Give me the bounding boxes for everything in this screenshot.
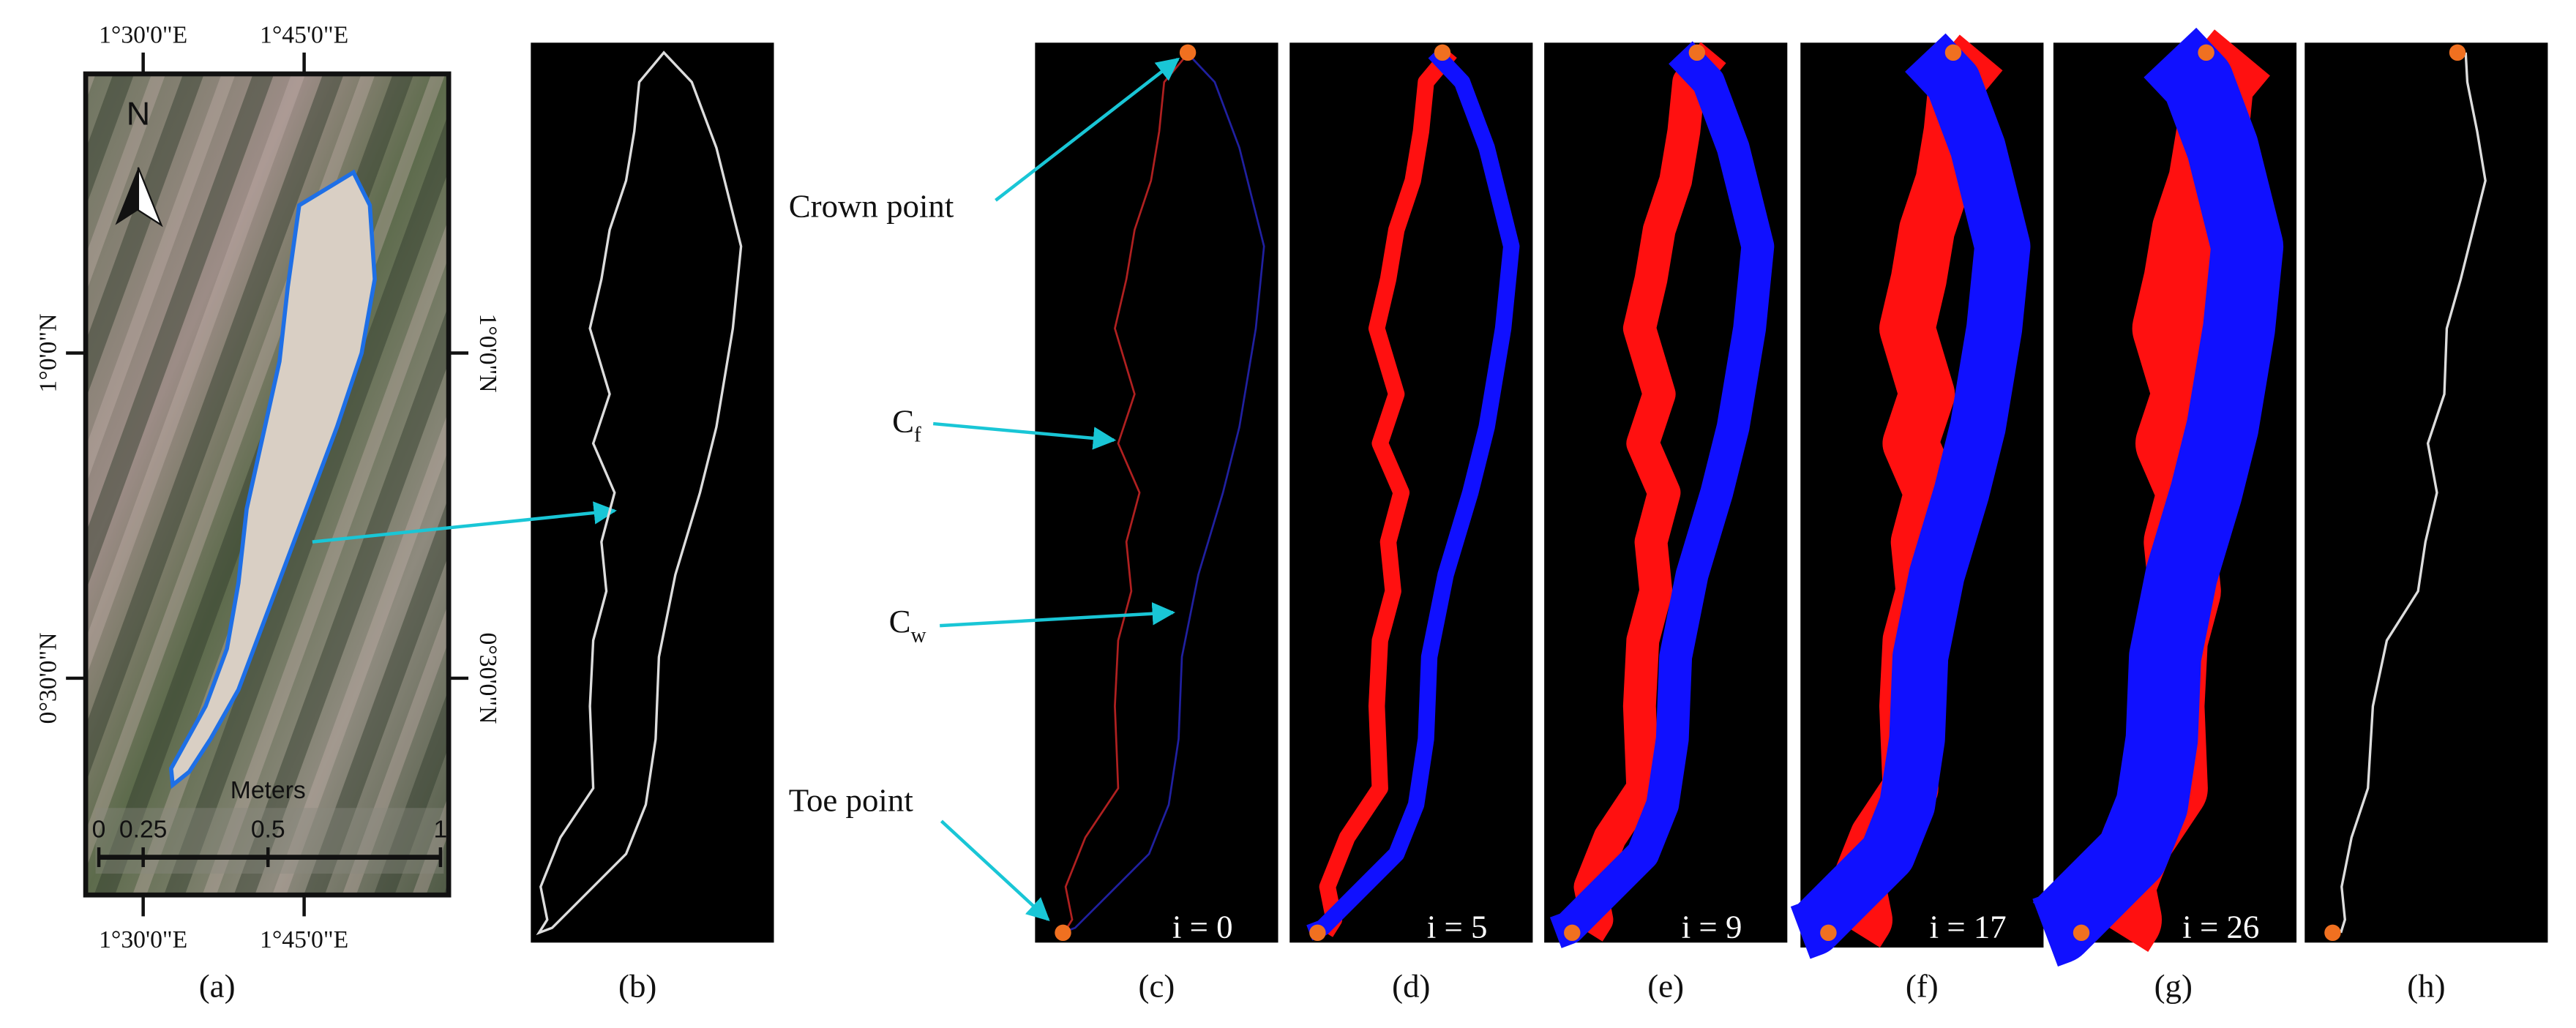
- cw-curve: [1549, 41, 1775, 948]
- cw-curve: [1306, 47, 1520, 941]
- top-tick: 1°45'0"E: [260, 21, 348, 48]
- arrow: [933, 421, 1117, 450]
- panel-label: (a): [199, 967, 236, 1004]
- panel-a: N Meters 0 0.25 0.5 1 1°30'0"E 1°45'0"E 1°30'…: [35, 21, 501, 953]
- cf-main: C: [892, 402, 914, 439]
- crown-point: [2198, 44, 2214, 61]
- landslide-contour: [536, 50, 743, 936]
- crown-point: [1944, 44, 1962, 61]
- crown-point: [1688, 44, 1706, 61]
- panel: [2304, 42, 2548, 943]
- cw-curve: [1786, 33, 2031, 959]
- cf-label: Cf: [892, 402, 921, 446]
- cf-sub: f: [914, 424, 921, 447]
- panel: [1035, 42, 1278, 943]
- toe-point: [1309, 924, 1326, 942]
- centerline: [2340, 52, 2487, 934]
- cw-curve: [2022, 27, 2284, 967]
- iteration-label: i = 26: [2182, 909, 2259, 945]
- arrow: [940, 602, 1176, 628]
- cf-curve: [1063, 51, 1190, 934]
- crown-label: Crown point: [789, 187, 954, 224]
- cw-curve: [1061, 51, 1265, 934]
- crown-point: [2449, 44, 2466, 61]
- crown-point: [1434, 44, 1451, 61]
- landslide-outline: [168, 169, 377, 789]
- arrow: [312, 501, 617, 544]
- panel-label: (b): [618, 967, 656, 1004]
- panel-label: (d): [1392, 967, 1430, 1004]
- cf-curve: [1319, 47, 1457, 937]
- arrow: [995, 57, 1180, 202]
- top-tick: 1°30'0"E: [99, 21, 187, 48]
- bottom-tick: 1°45'0"E: [260, 926, 348, 953]
- left-tick: 0°30'0"N: [35, 632, 62, 724]
- toe-label: Toe point: [789, 782, 914, 819]
- toe-point: [1564, 924, 1581, 942]
- toe-point: [1820, 924, 1837, 942]
- panel-b: [531, 42, 774, 943]
- frame: [83, 71, 452, 898]
- panel-label: (c): [1139, 967, 1175, 1004]
- panel-label: (g): [2154, 967, 2193, 1004]
- bottom-tick: 1°30'0"E: [99, 926, 187, 953]
- toe-point: [2324, 924, 2341, 942]
- panel-label: (f): [1906, 967, 1939, 1004]
- iteration-label: i = 0: [1172, 909, 1233, 945]
- arrow: [940, 819, 1050, 922]
- toe-point: [2073, 924, 2090, 942]
- iteration-label: i = 9: [1682, 909, 1742, 945]
- toe-point: [1055, 924, 1071, 942]
- north-arrow: [137, 167, 163, 228]
- north-label: N: [127, 95, 150, 132]
- scale-title: Meters: [231, 777, 306, 804]
- north-arrow: [115, 167, 138, 225]
- cw-label: Cw: [889, 603, 926, 647]
- right-tick: 1°0'0"N: [474, 314, 501, 393]
- scale-label: 0.5: [251, 817, 285, 844]
- left-tick: 1°0'0"N: [35, 314, 62, 393]
- scale-label: 0.25: [119, 817, 168, 844]
- arrows: [312, 57, 1180, 922]
- panel-label: (e): [1647, 967, 1684, 1004]
- right-tick: 0°30'0"N: [474, 632, 501, 724]
- iteration-label: i = 17: [1930, 909, 2007, 945]
- scale-label: 0: [92, 817, 106, 844]
- iteration-label: i = 5: [1427, 909, 1488, 945]
- cw-sub: w: [911, 624, 926, 648]
- panel-label: (h): [2407, 967, 2445, 1004]
- scale-label: 1: [434, 817, 448, 844]
- cw-main: C: [889, 603, 911, 639]
- cf-curve: [1573, 42, 1726, 942]
- crown-point: [1179, 44, 1197, 61]
